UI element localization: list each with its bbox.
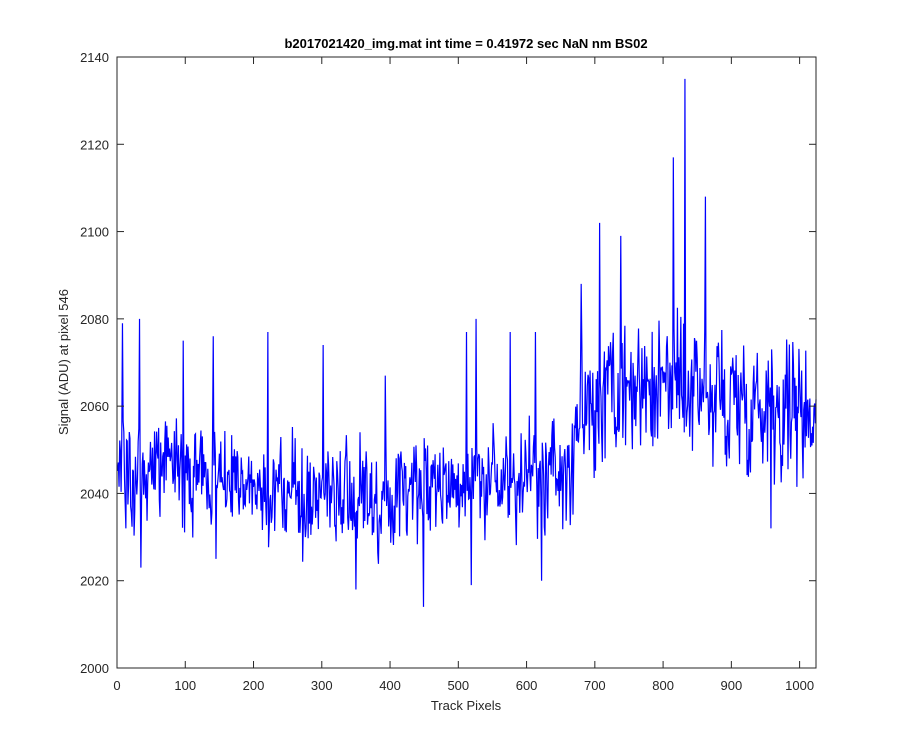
y-tick-label: 2140 <box>80 50 109 65</box>
y-tick-label: 2040 <box>80 486 109 501</box>
x-tick-label: 800 <box>652 678 674 693</box>
y-tick-label: 2020 <box>80 574 109 589</box>
x-tick-label: 100 <box>174 678 196 693</box>
y-tick-label: 2080 <box>80 312 109 327</box>
x-tick-label: 700 <box>584 678 606 693</box>
x-tick-label: 1000 <box>785 678 814 693</box>
y-tick-label: 2060 <box>80 399 109 414</box>
x-axis-label: Track Pixels <box>431 698 502 713</box>
x-tick-label: 900 <box>721 678 743 693</box>
chart-title: b2017021420_img.mat int time = 0.41972 s… <box>284 36 647 51</box>
y-tick-label: 2120 <box>80 137 109 152</box>
y-tick-label: 2100 <box>80 225 109 240</box>
x-tick-label: 600 <box>516 678 538 693</box>
data-layer <box>117 78 817 607</box>
axes-box <box>116 56 817 669</box>
y-tick-label: 2000 <box>80 661 109 676</box>
x-tick-label: 400 <box>379 678 401 693</box>
y-axis-label: Signal (ADU) at pixel 546 <box>56 289 71 435</box>
x-tick-label: 300 <box>311 678 333 693</box>
tick-layer: 0 100 200 300 400 500 600 700 800 900 1000 2000 2020… <box>80 50 816 693</box>
series-line-signal <box>117 78 817 607</box>
x-tick-label: 200 <box>243 678 265 693</box>
x-tick-label: 0 <box>113 678 120 693</box>
x-tick-label: 500 <box>447 678 469 693</box>
